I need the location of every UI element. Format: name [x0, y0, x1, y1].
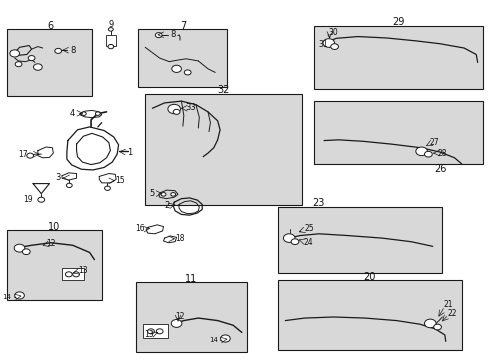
- Circle shape: [108, 28, 113, 31]
- Circle shape: [104, 186, 110, 190]
- Circle shape: [15, 62, 22, 67]
- Text: 30: 30: [328, 28, 338, 37]
- FancyBboxPatch shape: [145, 94, 302, 205]
- Text: 4: 4: [70, 109, 75, 118]
- Circle shape: [147, 329, 154, 334]
- Circle shape: [323, 39, 334, 47]
- Text: 33: 33: [185, 103, 196, 112]
- Circle shape: [290, 239, 298, 244]
- Text: 14: 14: [208, 337, 217, 343]
- Text: 29: 29: [392, 17, 404, 27]
- Text: 5: 5: [149, 189, 155, 198]
- Circle shape: [173, 109, 180, 114]
- Text: 17: 17: [19, 150, 28, 159]
- Text: 22: 22: [447, 309, 456, 318]
- Circle shape: [28, 55, 35, 60]
- Circle shape: [81, 112, 86, 116]
- Text: 9: 9: [108, 19, 113, 28]
- Text: 27: 27: [428, 138, 438, 147]
- FancyBboxPatch shape: [135, 282, 246, 352]
- Circle shape: [95, 112, 100, 116]
- Circle shape: [415, 147, 427, 156]
- Text: 32: 32: [217, 85, 229, 95]
- Circle shape: [22, 249, 30, 255]
- FancyBboxPatch shape: [278, 280, 461, 350]
- Circle shape: [156, 329, 163, 334]
- Circle shape: [184, 70, 191, 75]
- Text: 10: 10: [48, 222, 61, 232]
- Text: 23: 23: [311, 198, 324, 208]
- Circle shape: [38, 197, 44, 202]
- Circle shape: [14, 244, 25, 252]
- Circle shape: [73, 272, 79, 277]
- Circle shape: [170, 193, 175, 196]
- Circle shape: [220, 335, 230, 342]
- Circle shape: [108, 44, 114, 49]
- Circle shape: [433, 324, 441, 330]
- Text: 3: 3: [55, 174, 61, 183]
- Text: 6: 6: [47, 21, 53, 31]
- Circle shape: [171, 65, 181, 72]
- Text: 24: 24: [303, 238, 313, 247]
- Text: 8: 8: [70, 46, 75, 55]
- Text: 31: 31: [318, 40, 327, 49]
- Circle shape: [424, 151, 431, 157]
- Text: 28: 28: [436, 149, 446, 158]
- Text: 13: 13: [79, 266, 88, 275]
- Circle shape: [330, 44, 338, 49]
- Text: 26: 26: [433, 164, 445, 174]
- Circle shape: [55, 48, 61, 53]
- Text: 16: 16: [135, 224, 145, 233]
- Circle shape: [15, 292, 24, 299]
- Text: 18: 18: [175, 234, 184, 243]
- Circle shape: [424, 319, 435, 328]
- Circle shape: [34, 64, 42, 70]
- FancyBboxPatch shape: [314, 101, 483, 164]
- Circle shape: [161, 193, 165, 196]
- Text: 19: 19: [23, 195, 33, 204]
- Bar: [105, 36, 116, 45]
- FancyBboxPatch shape: [314, 26, 483, 89]
- Circle shape: [283, 234, 294, 242]
- Circle shape: [65, 272, 72, 277]
- FancyBboxPatch shape: [278, 207, 442, 273]
- Circle shape: [155, 33, 162, 38]
- Text: 12: 12: [46, 239, 56, 248]
- Text: 14: 14: [2, 293, 11, 300]
- Text: 11: 11: [184, 274, 197, 284]
- Text: 13: 13: [144, 330, 154, 339]
- Text: 15: 15: [115, 176, 124, 185]
- Bar: [62, 268, 83, 280]
- Text: 20: 20: [363, 272, 375, 282]
- Circle shape: [171, 319, 182, 327]
- Text: 2: 2: [164, 201, 169, 210]
- Circle shape: [66, 183, 72, 188]
- Text: 8: 8: [170, 30, 175, 39]
- FancyBboxPatch shape: [7, 230, 102, 300]
- FancyBboxPatch shape: [138, 30, 227, 87]
- Bar: [142, 324, 167, 338]
- Circle shape: [167, 104, 180, 114]
- Text: 21: 21: [443, 300, 452, 309]
- Text: 7: 7: [180, 21, 185, 31]
- FancyBboxPatch shape: [7, 30, 92, 96]
- Text: 25: 25: [304, 224, 314, 233]
- Circle shape: [10, 50, 20, 57]
- Text: 12: 12: [175, 312, 184, 321]
- Circle shape: [27, 153, 34, 158]
- Text: 1: 1: [127, 148, 132, 157]
